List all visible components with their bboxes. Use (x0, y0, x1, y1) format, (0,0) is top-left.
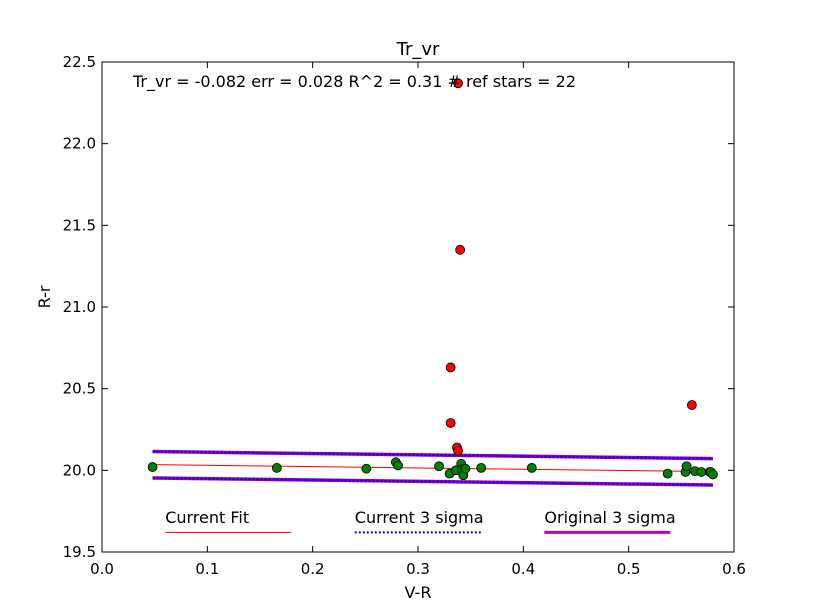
ref-star-point (460, 463, 471, 474)
rejected-star-point (453, 445, 463, 456)
x-tick-label: 0.0 (90, 560, 114, 578)
rejected-star-point (455, 244, 466, 255)
ref-star-point (147, 462, 158, 472)
chart-title: Tr_vr (396, 39, 440, 60)
rejected-star-point (445, 418, 456, 428)
ref-star-point (662, 468, 673, 479)
ref-star-point (681, 461, 692, 472)
plot-area (147, 78, 718, 487)
y-tick-label: 21.5 (63, 216, 96, 234)
x-tick-label: 0.1 (195, 560, 219, 578)
y-tick-label: 20.5 (63, 380, 96, 398)
fit-annotation: Tr_vr = -0.082 err = 0.028 R^2 = 0.31 # … (132, 72, 576, 92)
x-tick-label: 0.4 (511, 560, 535, 578)
legend-label: Original 3 sigma (544, 508, 675, 527)
legend-label: Current 3 sigma (355, 508, 484, 527)
axis-ticks: 0.0 0.1 0.2 0.3 0.4 0.5 0.6 19.5 20.0 20.5 21.0 21.… (63, 53, 746, 578)
y-tick-label: 22.0 (63, 135, 96, 153)
x-tick-label: 0.2 (301, 560, 325, 578)
rejected-star-point (686, 400, 697, 410)
ref-star-point (708, 469, 718, 480)
y-axis-label: R-r (35, 285, 54, 308)
y-tick-label: 21.0 (63, 298, 96, 316)
rejected-star-point (453, 78, 463, 89)
legend: Current Fit Current 3 sigma Original 3 sig… (165, 508, 676, 534)
ref-star-point (434, 461, 444, 472)
x-tick-label: 0.5 (617, 560, 641, 578)
ref-star-point (526, 462, 537, 473)
current-fit-line (152, 464, 713, 473)
y-tick-label: 19.5 (63, 543, 96, 561)
ref-star-point (271, 462, 282, 473)
y-tick-label: 22.5 (63, 53, 96, 71)
x-axis-label: V-R (405, 583, 432, 602)
y-tick-label: 20.0 (63, 461, 96, 479)
ref-star-point (696, 467, 707, 477)
rejected-star-point (445, 362, 456, 373)
ref-star-point (393, 460, 403, 471)
legend-label: Current Fit (165, 508, 249, 527)
current-3sigma-line (152, 450, 713, 460)
ref-star-point (476, 462, 487, 473)
ref-star-point (361, 463, 372, 474)
current-3sigma-line (152, 477, 713, 486)
x-tick-label: 0.3 (406, 560, 430, 578)
x-tick-label: 0.6 (722, 560, 746, 578)
